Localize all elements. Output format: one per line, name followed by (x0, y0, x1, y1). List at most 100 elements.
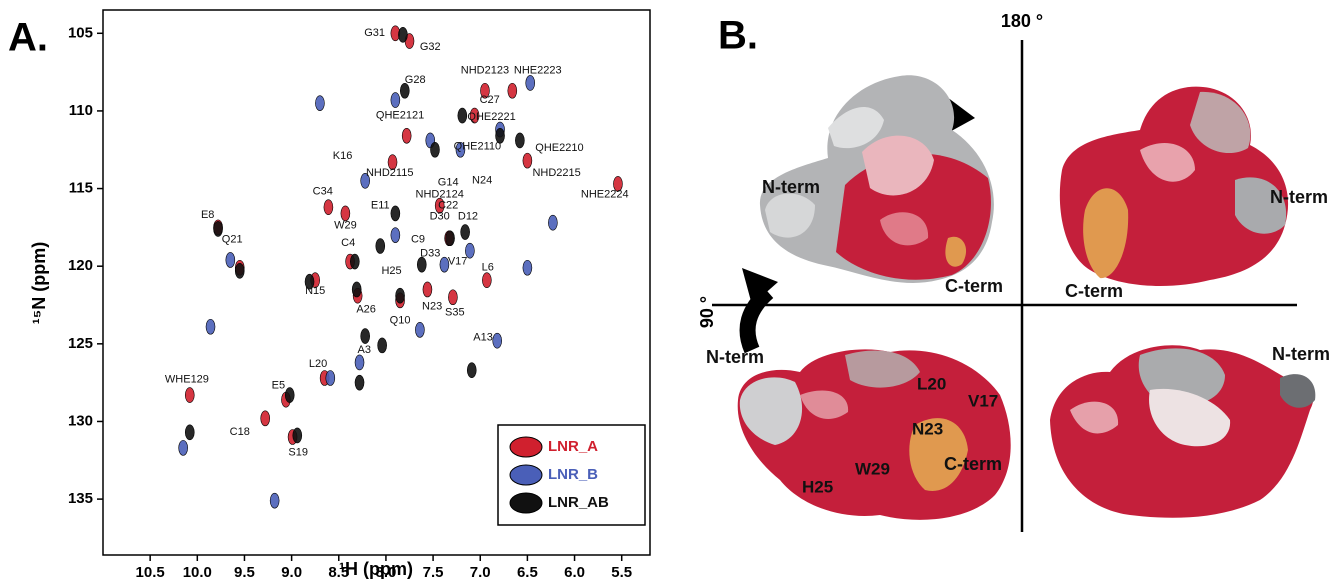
peak (415, 322, 425, 338)
peak (507, 82, 518, 99)
peak (422, 281, 433, 298)
peak (315, 95, 325, 111)
panel-label: B. (718, 14, 758, 58)
peak-label: E11 (371, 200, 390, 212)
residue-label: L20 (917, 374, 946, 393)
rotation-label: 180 ° (1001, 11, 1043, 31)
peak (354, 374, 365, 391)
peak (325, 370, 336, 386)
x-tick-label: 8.0 (376, 564, 397, 580)
legend-label: LNR_B (548, 466, 598, 483)
x-tick-label: 5.5 (611, 564, 632, 580)
peak-label: S19 (288, 446, 308, 458)
peak (465, 242, 475, 259)
legend-label: LNR_AB (548, 494, 609, 511)
peak (495, 127, 505, 144)
peak-label: A3 (358, 344, 371, 356)
peak (390, 92, 401, 108)
peak-label: NHE2224 (581, 189, 629, 201)
rotation-label: 90 ° (697, 296, 717, 328)
peak-label: V17 (448, 255, 468, 267)
peak (213, 221, 223, 237)
peak-label: G32 (420, 41, 441, 53)
peak (390, 227, 401, 243)
peak-label: C34 (313, 186, 333, 198)
peak (480, 82, 490, 99)
peak-label: L20 (309, 358, 327, 370)
peak (416, 256, 427, 273)
peak (613, 176, 623, 192)
peak-label: C9 (411, 234, 425, 246)
terminus-label: N-term (706, 347, 764, 367)
y-tick-label: 105 (68, 24, 93, 41)
terminus-label: C-term (1065, 281, 1123, 301)
peak (377, 337, 387, 354)
peak-label: N23 (422, 300, 442, 312)
peak-label: C22 (438, 200, 458, 212)
y-tick-label: 135 (68, 490, 93, 507)
legend-swatch (509, 464, 543, 486)
y-axis-label: ¹⁵N (ppm) (29, 242, 49, 324)
peak (323, 199, 334, 215)
peak-label: G28 (405, 74, 426, 86)
terminus-label: N-term (1272, 344, 1330, 364)
y-tick-label: 130 (68, 412, 93, 429)
peak-label: W29 (334, 220, 357, 232)
peak-label: NHD2123 (461, 64, 509, 76)
peak (351, 281, 362, 298)
y-tick-label: 110 (69, 102, 93, 119)
peak-label: Q21 (222, 234, 243, 246)
peak (340, 205, 351, 222)
surface-bottom-right (1050, 345, 1316, 518)
x-axis-label: ¹H (ppm) (339, 559, 413, 579)
peak (234, 263, 245, 279)
peak-label: G14 (438, 176, 459, 188)
plot-frame (102, 9, 651, 556)
peak-label: NHD2215 (532, 167, 580, 179)
peak (284, 387, 295, 403)
x-tick-label: 10.0 (183, 564, 212, 580)
surface-bottom-left (737, 349, 1011, 520)
peak-label: A13 (473, 332, 493, 344)
peak-label: E5 (272, 380, 285, 392)
peak (387, 154, 398, 170)
residue-label: H25 (802, 477, 833, 496)
residue-label: N23 (912, 419, 943, 438)
peak (178, 440, 188, 456)
peak (269, 492, 280, 509)
peak-label: QHE2221 (467, 111, 515, 123)
x-tick-label: 6.0 (564, 564, 585, 580)
peak (350, 253, 360, 270)
legend-label: LNR_A (548, 438, 598, 455)
x-tick-label: 9.5 (234, 564, 255, 580)
x-tick-label: 8.5 (328, 564, 349, 580)
peak-label: G31 (364, 27, 385, 39)
peak (445, 230, 455, 247)
x-tick-label: 10.5 (136, 564, 165, 580)
terminus-label: N-term (762, 177, 820, 197)
peak (469, 107, 480, 124)
x-tick-label: 7.0 (470, 564, 491, 580)
peak (360, 172, 370, 189)
peak (460, 224, 470, 240)
peak (395, 287, 405, 304)
legend-swatch (509, 436, 543, 458)
peak (434, 197, 445, 214)
peak (398, 27, 408, 43)
peak (492, 332, 503, 349)
peak-label: QHE2121 (376, 109, 424, 121)
surface-top-right (1059, 86, 1289, 286)
peak-label: QHE2210 (535, 142, 583, 154)
peak-label: D33 (420, 248, 440, 260)
peak-label: K16 (333, 150, 353, 162)
peak (225, 252, 236, 268)
peak (390, 205, 401, 222)
peak (430, 141, 440, 158)
peak (515, 132, 525, 149)
x-tick-label: 9.0 (281, 564, 302, 580)
panel-label: A. (8, 16, 48, 60)
peak (522, 259, 533, 276)
terminus-label: N-term (1270, 187, 1328, 207)
peak-label: NHD2124 (416, 189, 464, 201)
peak (184, 387, 195, 403)
